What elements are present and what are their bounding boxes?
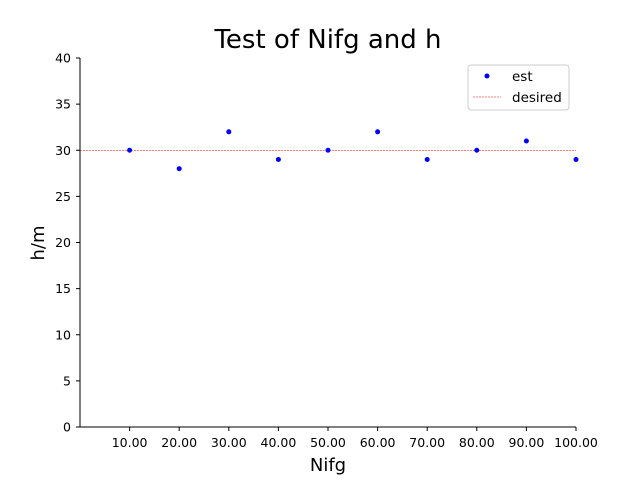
x-tick-label: 70.00 — [409, 435, 445, 450]
x-axis-ticks: 10.00 20.00 30.00 40.00 50.00 60.00 70.00 80.00… — [112, 427, 598, 450]
data-point-est — [275, 156, 281, 162]
legend: est desired — [467, 64, 570, 111]
data-point-est — [226, 129, 232, 135]
x-tick-label: 50.00 — [310, 435, 346, 450]
y-tick-label: 40 — [55, 51, 71, 66]
chart-title: Test of Nifg and h — [213, 25, 441, 55]
y-tick-label: 30 — [55, 143, 71, 158]
data-point-est — [127, 147, 133, 153]
y-tick-label: 20 — [55, 235, 71, 250]
data-point-est — [176, 166, 182, 172]
legend-marker-est — [484, 73, 490, 79]
x-tick-label: 40.00 — [261, 435, 297, 450]
y-tick-label: 35 — [55, 97, 71, 112]
data-point-est — [523, 138, 529, 144]
y-tick-label: 25 — [55, 189, 71, 204]
legend-label-est: est — [512, 69, 533, 85]
data-point-est — [573, 156, 579, 162]
y-tick-label: 10 — [55, 327, 71, 342]
x-tick-label: 60.00 — [360, 435, 396, 450]
data-point-est — [474, 147, 480, 153]
data-point-est — [375, 129, 381, 135]
x-tick-label: 20.00 — [161, 435, 197, 450]
x-axis-label: Nifg — [310, 455, 346, 476]
y-axis-label: h/m — [28, 225, 49, 260]
y-tick-label: 15 — [55, 281, 71, 296]
x-tick-label: 90.00 — [509, 435, 545, 450]
x-tick-label: 100.00 — [554, 435, 598, 450]
x-tick-label: 10.00 — [112, 435, 148, 450]
legend-label-desired: desired — [512, 90, 562, 106]
y-tick-label: 5 — [63, 373, 71, 388]
y-tick-label: 0 — [63, 420, 71, 435]
x-tick-label: 80.00 — [459, 435, 495, 450]
y-axis-ticks: 0 5 10 15 20 25 30 35 40 — [55, 51, 80, 435]
data-point-est — [325, 147, 331, 153]
legend-box — [467, 64, 570, 111]
plot-area — [80, 129, 579, 172]
data-point-est — [424, 156, 430, 162]
x-tick-label: 30.00 — [211, 435, 247, 450]
